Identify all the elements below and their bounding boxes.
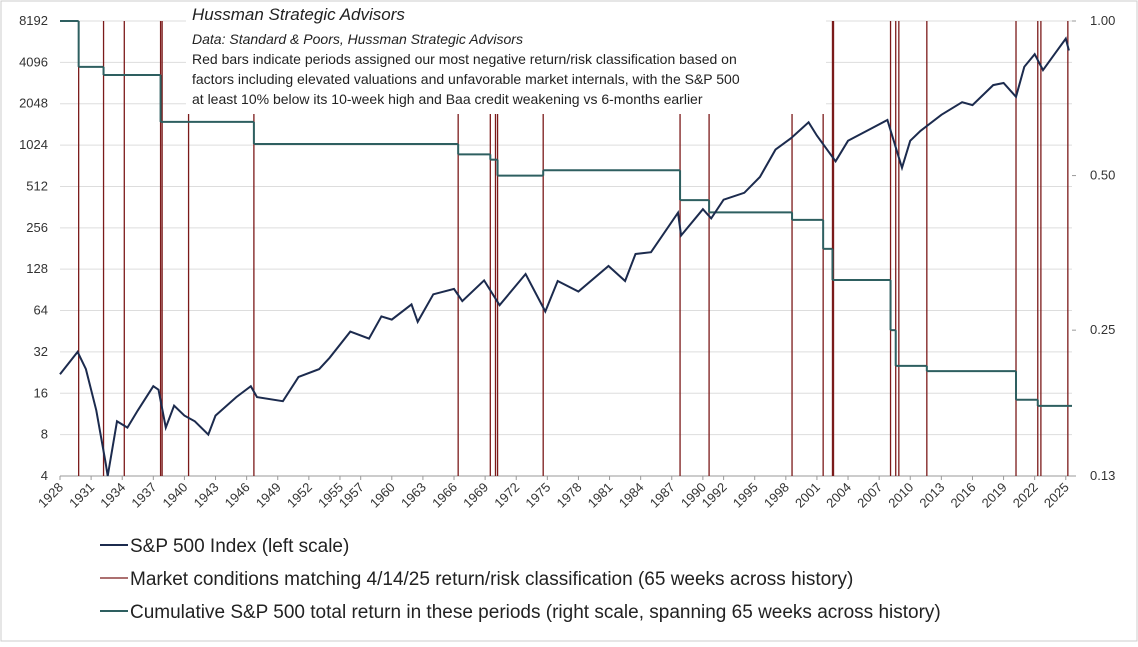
y-tick-label: 2048 bbox=[19, 96, 48, 111]
annotation: at least 10% below its 10-week high and … bbox=[192, 91, 703, 107]
y-tick-label: 8192 bbox=[19, 13, 48, 28]
y-tick-label: 4096 bbox=[19, 54, 48, 69]
annotation: Red bars indicate periods assigned our m… bbox=[192, 51, 737, 67]
y-tick-label: 256 bbox=[26, 220, 48, 235]
y-tick-label: 128 bbox=[26, 261, 48, 276]
y-tick-label: 4 bbox=[41, 468, 48, 483]
y-tick-label: 1024 bbox=[19, 137, 48, 152]
y-tick-label: 64 bbox=[34, 303, 48, 318]
subtitle: Data: Standard & Poors, Hussman Strategi… bbox=[192, 31, 523, 47]
y2-tick-label: 0.13 bbox=[1090, 468, 1115, 483]
y2-tick-label: 0.25 bbox=[1090, 322, 1115, 337]
legend-label: S&P 500 Index (left scale) bbox=[130, 536, 349, 557]
y-tick-label: 16 bbox=[34, 385, 48, 400]
legend: S&P 500 Index (left scale) Market conditi… bbox=[100, 536, 941, 623]
header-bg bbox=[186, 6, 826, 114]
annotation: factors including elevated valuations an… bbox=[192, 71, 740, 87]
y-tick-label: 512 bbox=[26, 178, 48, 193]
y-tick-label: 32 bbox=[34, 344, 48, 359]
y2-tick-label: 0.50 bbox=[1090, 168, 1115, 183]
sp500-line bbox=[59, 36, 1070, 477]
legend-label: Cumulative S&P 500 total return in these… bbox=[130, 602, 941, 623]
y-tick-label: 8 bbox=[41, 427, 48, 442]
legend-label: Market conditions matching 4/14/25 retur… bbox=[130, 569, 853, 590]
y2-tick-label: 1.00 bbox=[1090, 13, 1115, 28]
title: Hussman Strategic Advisors bbox=[192, 5, 405, 24]
